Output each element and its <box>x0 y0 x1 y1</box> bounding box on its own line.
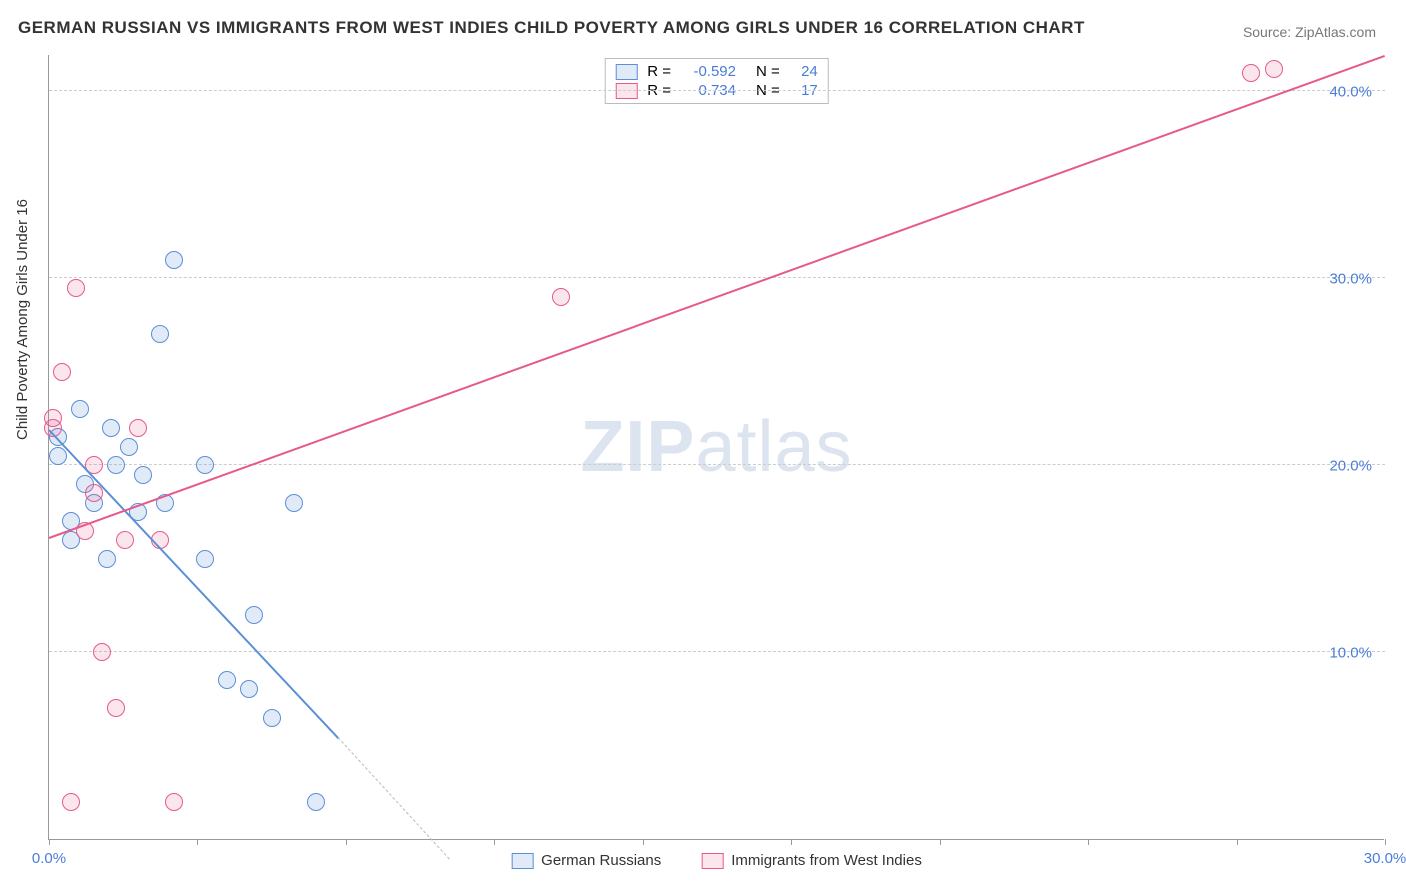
data-point <box>240 680 258 698</box>
x-tick <box>1088 839 1089 845</box>
data-point <box>307 793 325 811</box>
legend-swatch <box>615 64 637 80</box>
x-tick <box>49 839 50 845</box>
x-tick <box>1237 839 1238 845</box>
plot-area: ZIPatlas R =-0.592N =24R =0.734N =17 Ger… <box>48 55 1384 840</box>
series-legend: German Russians Immigrants from West Indi… <box>511 852 922 869</box>
trend-line <box>48 429 339 739</box>
legend-swatch <box>511 853 533 869</box>
watermark-atlas: atlas <box>695 407 852 487</box>
n-value: 24 <box>790 63 818 80</box>
data-point <box>93 643 111 661</box>
data-point <box>285 494 303 512</box>
data-point <box>62 793 80 811</box>
data-point <box>134 466 152 484</box>
stats-legend-row: R = -0.592 N = 24 <box>615 63 818 80</box>
data-point <box>107 699 125 717</box>
chart-title: GERMAN RUSSIAN VS IMMIGRANTS FROM WEST I… <box>18 18 1085 38</box>
data-point <box>71 400 89 418</box>
data-point <box>165 793 183 811</box>
trend-line <box>49 55 1386 539</box>
data-point <box>1242 64 1260 82</box>
x-tick <box>643 839 644 845</box>
data-point <box>196 550 214 568</box>
x-tick-label: 0.0% <box>32 850 66 867</box>
stats-legend: R =-0.592N =24R =0.734N =17 <box>604 58 829 104</box>
x-tick <box>346 839 347 845</box>
data-point <box>129 419 147 437</box>
data-point <box>263 709 281 727</box>
watermark: ZIPatlas <box>580 406 852 488</box>
x-tick-label: 30.0% <box>1364 850 1406 867</box>
legend-swatch <box>701 853 723 869</box>
n-label: N = <box>756 63 780 80</box>
data-point <box>116 531 134 549</box>
data-point <box>245 606 263 624</box>
source-attribution: Source: ZipAtlas.com <box>1243 24 1376 40</box>
r-value: -0.592 <box>681 63 736 80</box>
series-label: Immigrants from West Indies <box>731 852 922 869</box>
x-tick <box>494 839 495 845</box>
data-point <box>98 550 116 568</box>
gridline <box>49 90 1385 91</box>
gridline <box>49 651 1385 652</box>
data-point <box>102 419 120 437</box>
trend-line <box>338 737 450 859</box>
data-point <box>151 325 169 343</box>
watermark-zip: ZIP <box>580 407 695 487</box>
y-tick-label: 40.0% <box>1329 84 1372 101</box>
y-tick-label: 20.0% <box>1329 458 1372 475</box>
data-point <box>49 447 67 465</box>
y-tick-label: 30.0% <box>1329 271 1372 288</box>
r-label: R = <box>647 63 671 80</box>
data-point <box>107 456 125 474</box>
data-point <box>196 456 214 474</box>
series-legend-item: German Russians <box>511 852 661 869</box>
data-point <box>1265 60 1283 78</box>
gridline <box>49 277 1385 278</box>
y-tick-label: 10.0% <box>1329 645 1372 662</box>
data-point <box>53 363 71 381</box>
series-label: German Russians <box>541 852 661 869</box>
data-point <box>85 484 103 502</box>
x-tick <box>940 839 941 845</box>
series-legend-item: Immigrants from West Indies <box>701 852 922 869</box>
data-point <box>67 279 85 297</box>
data-point <box>218 671 236 689</box>
x-tick <box>197 839 198 845</box>
x-tick <box>1385 839 1386 845</box>
x-tick <box>791 839 792 845</box>
y-axis-label: Child Poverty Among Girls Under 16 <box>14 199 31 440</box>
data-point <box>120 438 138 456</box>
data-point <box>165 251 183 269</box>
data-point <box>552 288 570 306</box>
